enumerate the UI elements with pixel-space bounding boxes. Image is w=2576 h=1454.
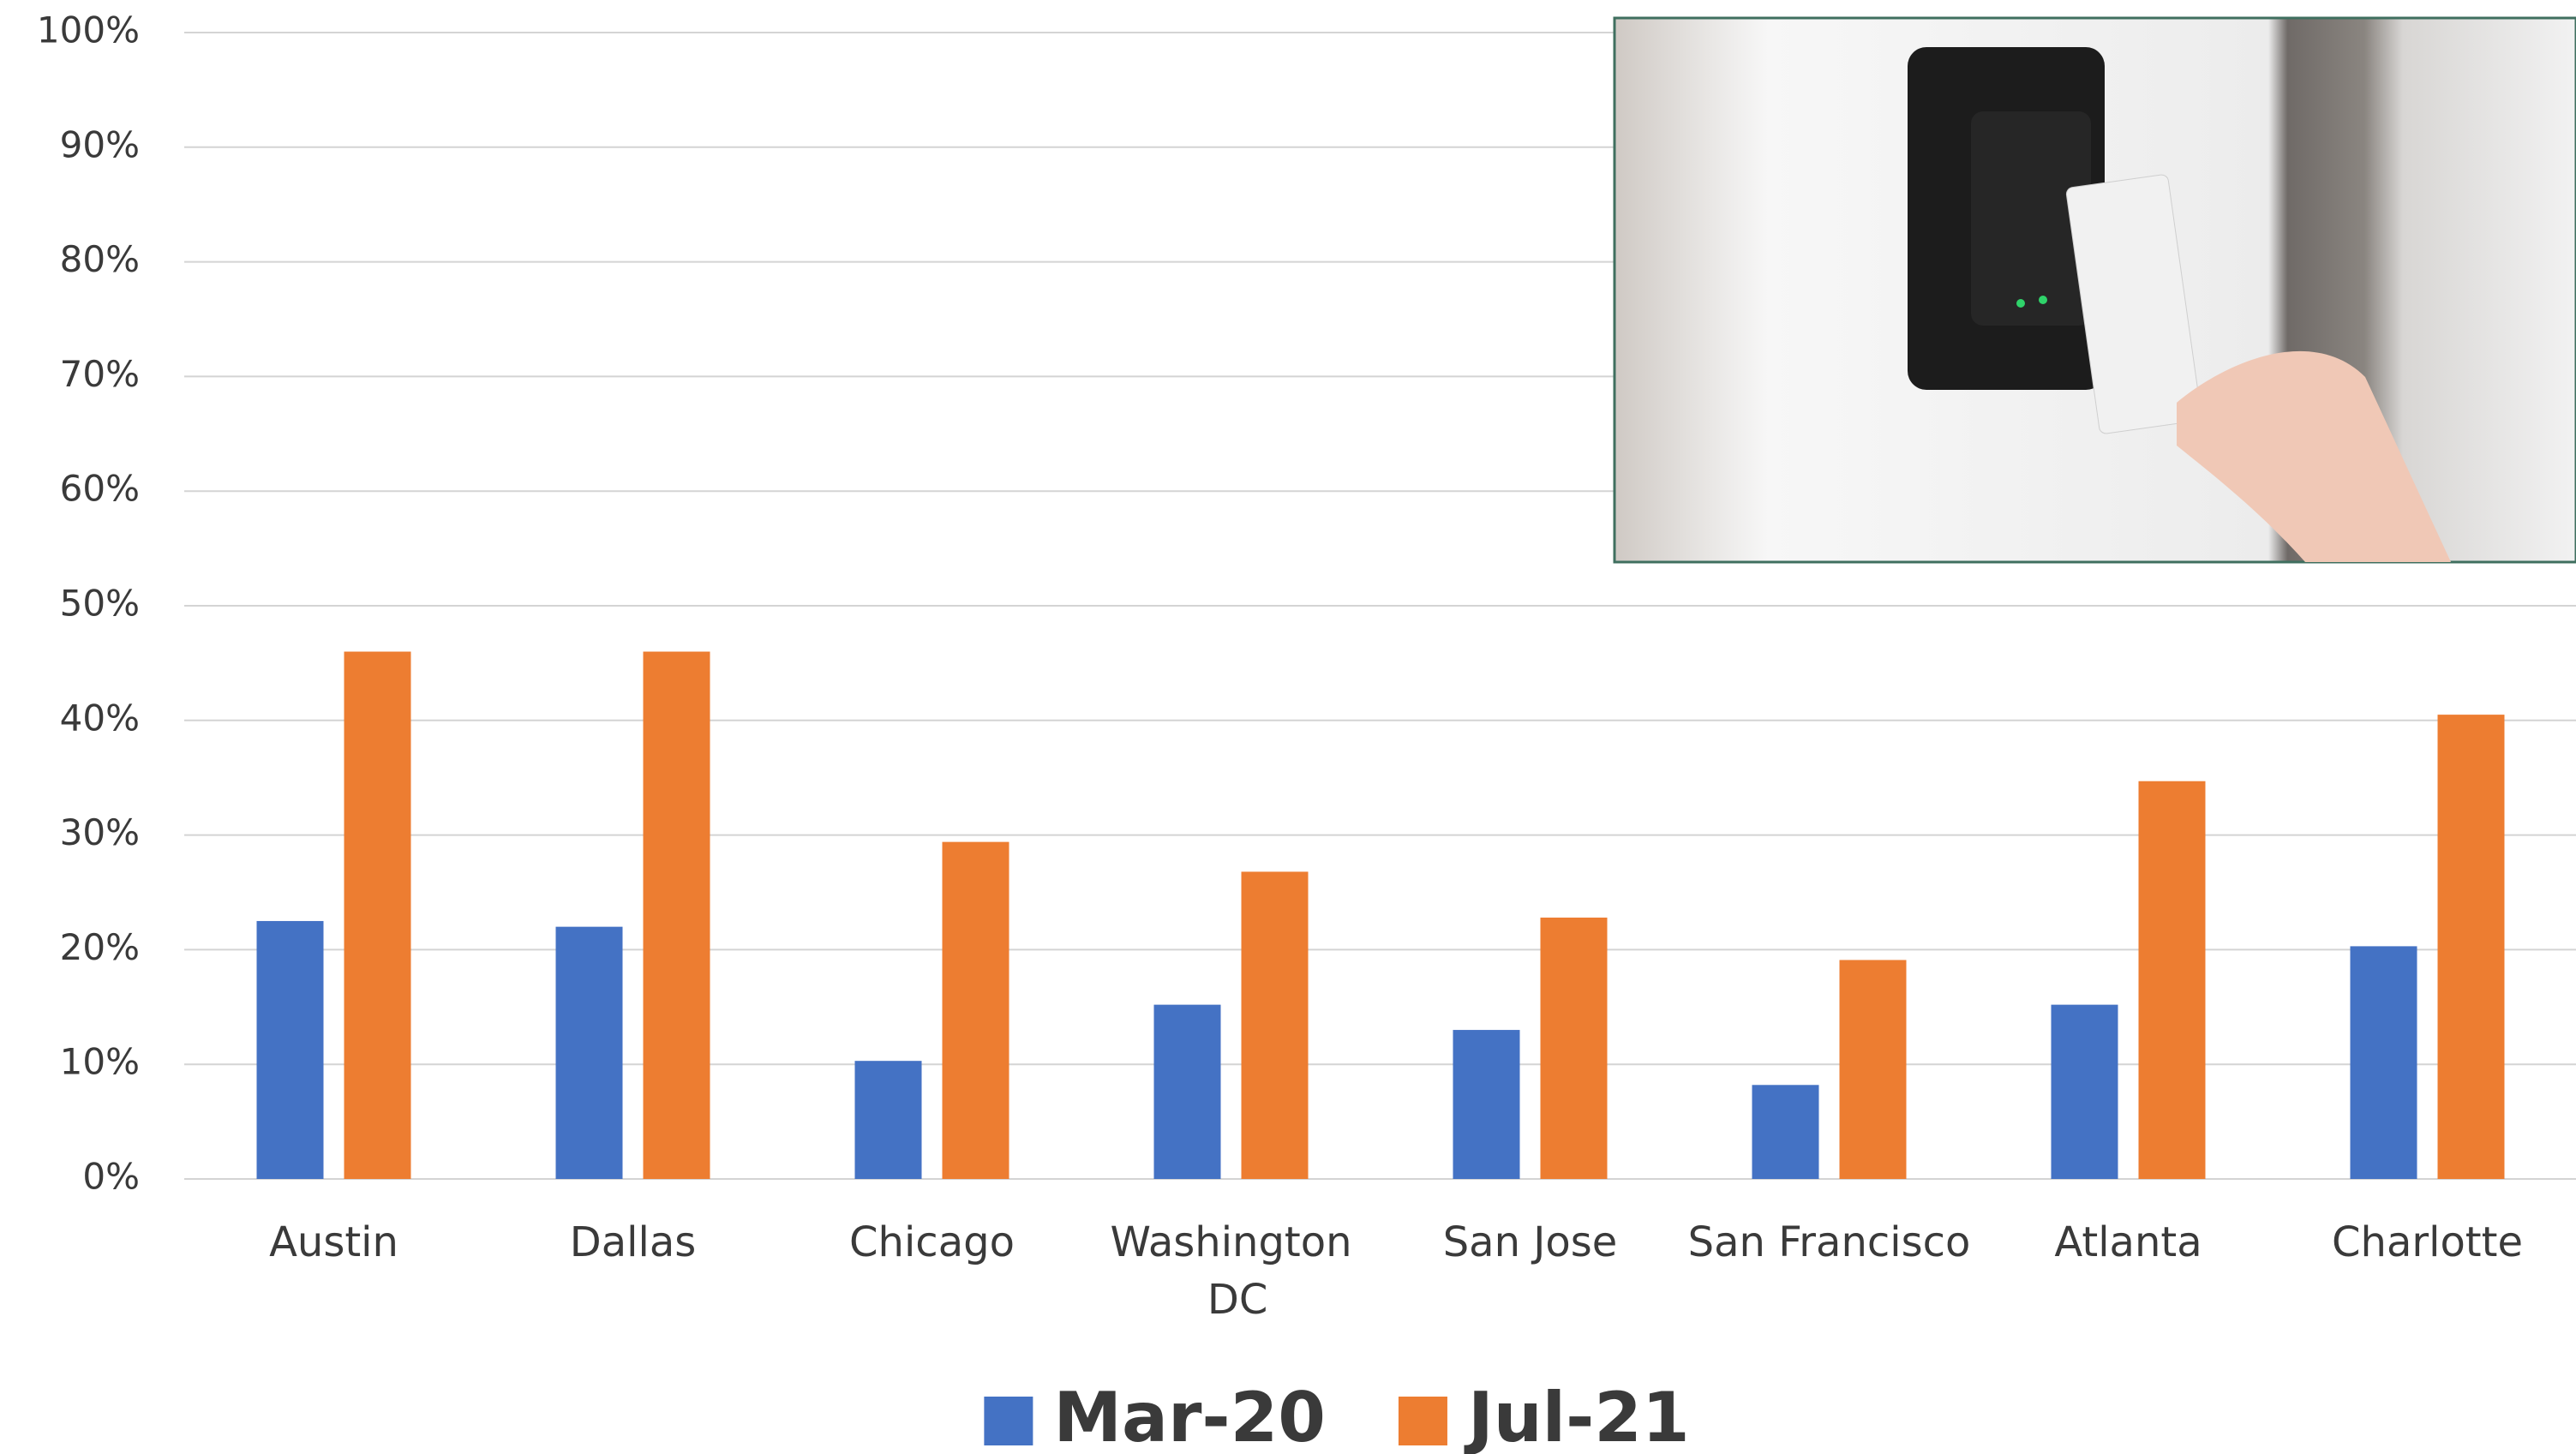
y-tick-label: 90%: [60, 123, 140, 165]
bar: [1153, 1004, 1221, 1179]
bar: [344, 651, 411, 1179]
y-tick-label: 30%: [60, 811, 140, 853]
bar: [1453, 1030, 1520, 1179]
x-tick-label: Charlotte: [2332, 1218, 2523, 1266]
reader-panel: [1971, 111, 2091, 326]
y-tick-label: 80%: [60, 238, 140, 280]
x-tick-label: Atlanta: [2054, 1218, 2202, 1266]
legend-swatch: [1398, 1397, 1447, 1445]
y-tick-label: 50%: [60, 583, 140, 625]
y-tick-label: 10%: [60, 1041, 140, 1083]
bars: Austin Dallas Chicago Washington DC San Jose…: [256, 651, 2523, 1324]
bar: [2138, 781, 2206, 1179]
bar: [555, 926, 623, 1179]
bar: [1752, 1085, 1819, 1179]
legend: Mar-20 Jul-21: [984, 1378, 1690, 1454]
bar: [1241, 871, 1309, 1179]
y-tick-label: 60%: [60, 468, 140, 510]
legend-label: Jul-21: [1464, 1378, 1690, 1454]
x-tick-label: Austin: [269, 1218, 398, 1266]
x-tick-label: San Francisco: [1688, 1218, 1971, 1266]
x-tick-label: San Jose: [1443, 1218, 1618, 1266]
bar: [2051, 1004, 2118, 1179]
x-tick-label: Dallas: [570, 1218, 696, 1266]
legend-swatch: [984, 1397, 1033, 1445]
bar: [942, 841, 1009, 1179]
y-tick-label: 20%: [60, 926, 140, 968]
access-card: [2065, 174, 2202, 434]
bar: [2350, 946, 2417, 1179]
y-tick-label: 0%: [82, 1156, 140, 1198]
inset-photo: [1613, 16, 2576, 564]
hand: [2177, 350, 2451, 562]
bar: [854, 1061, 922, 1179]
bar: [1540, 917, 1608, 1179]
legend-label: Mar-20: [1053, 1378, 1326, 1454]
bar: [1839, 960, 1907, 1179]
y-tick-label: 100%: [37, 9, 140, 51]
x-tick-label: Washington DC: [1110, 1218, 1351, 1324]
bar: [643, 651, 710, 1179]
y-tick-label: 70%: [60, 353, 140, 395]
y-tick-label: 40%: [60, 697, 140, 739]
bar: [2437, 715, 2505, 1179]
bar: [256, 920, 324, 1179]
led: [2039, 296, 2047, 304]
led: [2016, 299, 2025, 308]
x-tick-label: Chicago: [849, 1218, 1015, 1266]
